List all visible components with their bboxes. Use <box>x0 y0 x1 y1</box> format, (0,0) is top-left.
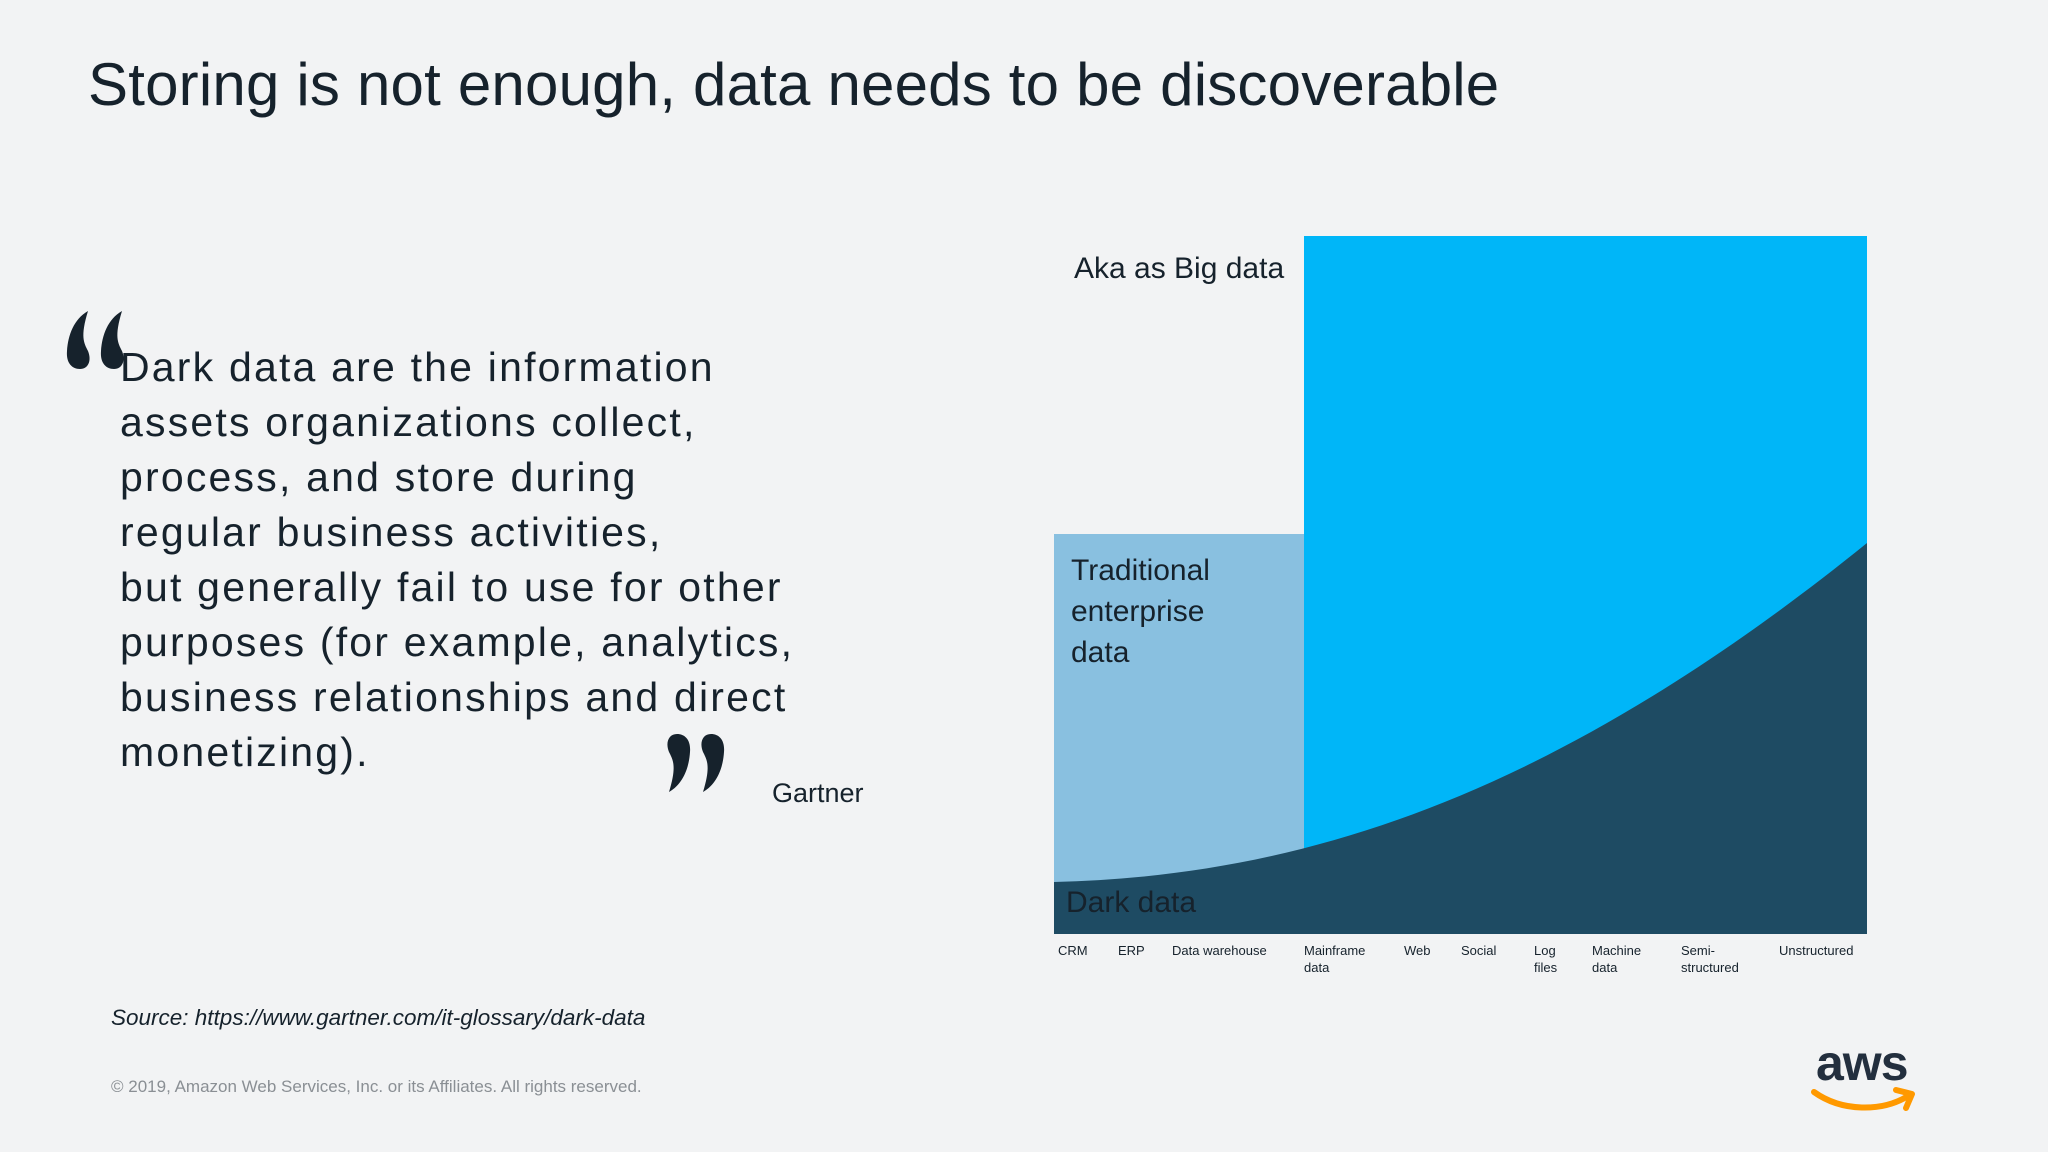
traditional-data-label: Traditional enterprise data <box>1071 554 1210 669</box>
slide-title: Storing is not enough, data needs to be … <box>88 51 1500 118</box>
quote-text: Dark data are the information assets org… <box>120 340 880 780</box>
quote-line: assets organizations collect, <box>120 399 697 445</box>
source-citation: Source: https://www.gartner.com/it-gloss… <box>111 1005 646 1030</box>
category-label: Mainframe data <box>1304 943 1366 975</box>
quote-line: process, and store during <box>120 454 638 500</box>
quote-line: purposes (for example, analytics, <box>120 619 795 665</box>
dark-data-label: Dark data <box>1066 886 1197 919</box>
category-label: Social <box>1461 943 1497 958</box>
aws-logo: aws <box>1808 1035 1918 1118</box>
open-quote-icon <box>66 311 124 369</box>
quote-line: Dark data are the information <box>120 344 715 390</box>
category-label: Web <box>1404 943 1431 958</box>
category-label: ERP <box>1118 943 1145 958</box>
category-label: Data warehouse <box>1172 943 1267 958</box>
diagram-canvas <box>1054 236 1867 934</box>
category-label: CRM <box>1058 943 1088 958</box>
category-label: Log files <box>1534 943 1558 975</box>
quote-line: regular business activities, <box>120 509 663 555</box>
dark-data-region <box>1054 543 1867 934</box>
quote-line: monetizing). <box>120 729 370 775</box>
big-data-label: Aka as Big data <box>1074 252 1285 285</box>
copyright-notice: © 2019, Amazon Web Services, Inc. or its… <box>111 1077 642 1096</box>
category-label: Machine data <box>1592 943 1642 975</box>
aws-logo-text: aws <box>1816 1035 1909 1091</box>
category-label: Unstructured <box>1779 943 1854 958</box>
close-quote-icon <box>667 734 725 792</box>
quote-line: but generally fail to use for other <box>120 564 783 610</box>
quote-line: business relationships and direct <box>120 674 788 720</box>
aws-smile-icon <box>1811 1087 1915 1111</box>
category-label: Semi- structured <box>1681 943 1739 975</box>
quote-attribution: Gartner <box>772 778 864 808</box>
data-growth-diagram: Aka as Big data Traditional enterprise d… <box>1054 236 1868 975</box>
